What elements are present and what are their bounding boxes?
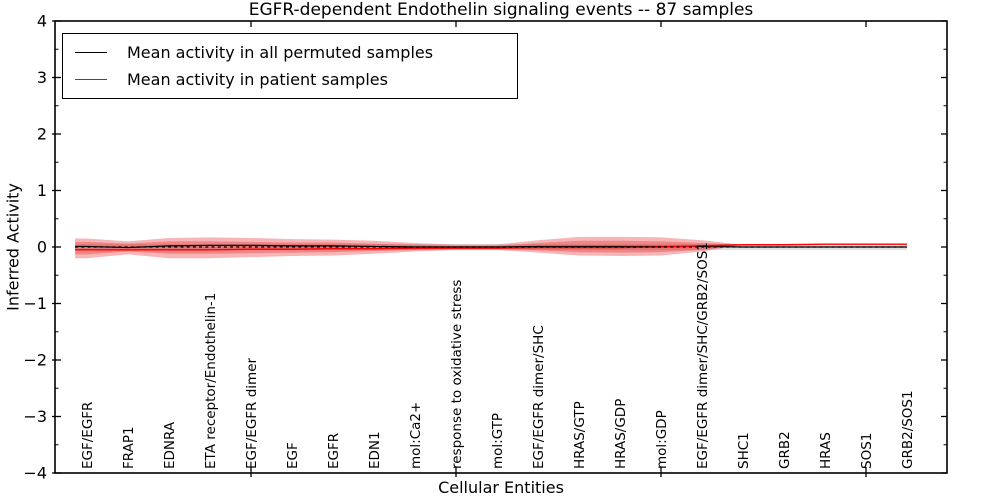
chart-title: EGFR-dependent Endothelin signaling even… xyxy=(248,0,754,20)
x-category-label: HRAS/GTP xyxy=(572,401,588,469)
permuted-line-swatch xyxy=(75,52,107,53)
x-category-label: FRAP1 xyxy=(121,426,137,469)
x-category-label: mol:Ca2+ xyxy=(408,402,424,469)
x-category-label: HRAS/GDP xyxy=(613,399,629,469)
x-category-label: EGF/EGFR xyxy=(80,402,96,469)
x-category-label: EGF/EGFR dimer xyxy=(244,357,260,469)
y-tick-label: 2 xyxy=(37,125,47,144)
patient-mean-line xyxy=(75,243,907,251)
x-category-label: EGF xyxy=(285,442,301,469)
y-tick-label: 1 xyxy=(37,181,47,200)
x-category-label: EDN1 xyxy=(367,431,383,469)
y-tick-label: 3 xyxy=(37,68,47,87)
x-category-label: EDNRA xyxy=(162,421,178,469)
legend-label: Mean activity in patient samples xyxy=(127,70,388,89)
y-tick-label: 0 xyxy=(37,238,47,257)
y-axis-label: Inferred Activity xyxy=(3,183,23,311)
y-tick-label: −1 xyxy=(23,294,47,313)
x-category-label: EGF/EGFR dimer/SHC/GRB2/SOS1 xyxy=(695,242,711,469)
x-category-label: mol:GTP xyxy=(490,413,506,469)
x-category-label: mol:GDP xyxy=(654,410,670,469)
y-tick-label: 4 xyxy=(37,12,47,31)
x-axis-label: Cellular Entities xyxy=(438,478,564,497)
y-tick-label: −3 xyxy=(23,407,47,426)
legend: Mean activity in all permuted samples Me… xyxy=(62,33,518,99)
x-category-label: EGFR xyxy=(326,433,342,469)
x-category-label: GRB2/SOS1 xyxy=(900,390,916,469)
x-category-label: EGF/EGFR dimer/SHC xyxy=(531,325,547,469)
legend-entry-patient: Mean activity in patient samples xyxy=(73,67,507,92)
x-category-label: GRB2 xyxy=(777,431,793,469)
legend-label: Mean activity in all permuted samples xyxy=(127,43,434,62)
x-category-label: ETA receptor/Endothelin-1 xyxy=(203,293,219,469)
patient-line-swatch xyxy=(75,79,107,80)
y-tick-label: −2 xyxy=(23,351,47,370)
y-tick-label: −4 xyxy=(23,464,47,483)
x-category-label: SHC1 xyxy=(736,432,752,469)
x-category-label: SOS1 xyxy=(859,433,875,469)
legend-entry-permuted: Mean activity in all permuted samples xyxy=(73,40,507,65)
x-category-label: response to oxidative stress xyxy=(449,280,465,469)
x-category-label: HRAS xyxy=(818,432,834,469)
